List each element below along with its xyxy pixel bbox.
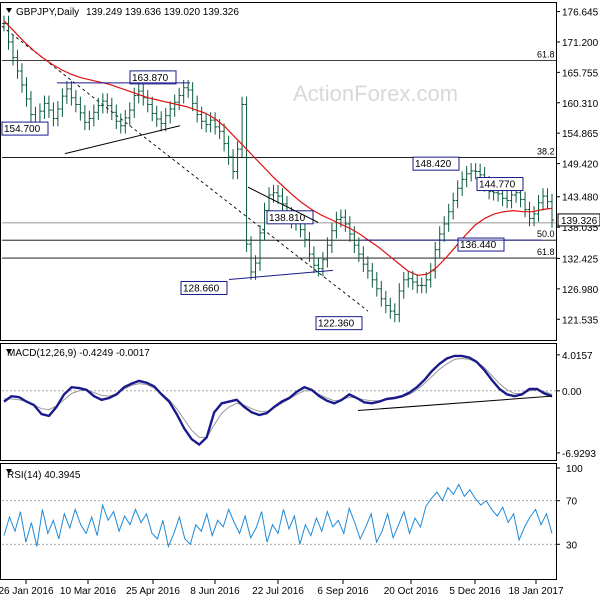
symbol-label: GBPJPY,Daily: [16, 7, 79, 18]
annotation-label: 163.870: [132, 73, 169, 84]
x-tick-label: 22 Jul 2016: [252, 586, 304, 597]
fib-label: 61.8: [537, 49, 555, 59]
y-tick-label: 160.310: [562, 99, 599, 110]
fib-label: 38.2: [537, 147, 555, 157]
rsi-plot: 100 70 30: [2, 464, 583, 551]
annotation-label: 138.810: [269, 213, 306, 224]
y-tick-label: 165.755: [562, 68, 599, 79]
annotation-box: [180, 280, 228, 295]
macd-y-tick-label: 4.0157: [562, 351, 593, 362]
y-tick-label: 138.035: [562, 223, 599, 234]
y-tick-label: 171.200: [562, 38, 599, 49]
annotation-box: [129, 70, 177, 85]
y-tick-label: 149.420: [562, 160, 599, 171]
macd-header: MACD(12,26,9) -0.4249 -0.0017: [6, 348, 150, 359]
triangle-upper: [247, 186, 319, 223]
price-plot: 61.8 38.2 50.0 61.8 163.870 154.700 148.420 144…: [0, 8, 600, 597]
macd-y-tick-label: 0.00: [562, 387, 582, 398]
x-tick-label: 6 Sep 2016: [317, 586, 369, 597]
y-tick-label: 154.865: [562, 129, 599, 140]
macd-arrow-icon: [6, 349, 12, 354]
rsi-y-tick-label: 30: [566, 540, 578, 551]
header-arrow-icon: [6, 8, 12, 13]
annotation-label: 122.360: [318, 319, 355, 330]
x-tick-label: 10 Mar 2016: [60, 586, 117, 597]
dashed-trendline: [1, 25, 369, 312]
fib-label: 50.0: [537, 229, 555, 239]
annotation-box: [476, 177, 524, 192]
price-bars: [2, 15, 554, 323]
macd-line: [3, 354, 553, 447]
current-price-label: 139.326: [561, 216, 598, 227]
current-price-box: [557, 213, 600, 227]
price-header: GBPJPY,Daily 139.249 139.636 139.020 139…: [6, 7, 239, 18]
annotation-label: 148.420: [415, 159, 452, 170]
y-tick-label: 132.425: [562, 254, 599, 265]
annotation-box: [457, 237, 505, 252]
macd-y-tick-label: -6.9293: [562, 449, 596, 460]
annotation-box: [1, 121, 49, 136]
price-panel-frame: [0, 2, 557, 341]
x-tick-label: 18 Jan 2017: [508, 586, 563, 597]
annotation-box: [412, 156, 460, 171]
rsi-header: RSI(14) 40.3945: [6, 469, 81, 481]
annotation-box: [315, 316, 363, 331]
fib-label: 61.8: [537, 247, 555, 257]
rsi-panel-frame: [0, 463, 557, 580]
rsi-y-tick-label: 70: [566, 497, 578, 508]
macd-title: MACD(12,26,9) -0.4249 -0.0017: [7, 348, 150, 359]
annotation-label: 128.660: [183, 283, 220, 294]
x-tick-label: 26 Jan 2016: [0, 586, 54, 597]
y-tick-label: 126.980: [562, 285, 599, 296]
annotation-label: 144.770: [479, 180, 516, 191]
rsi-title: RSI(14) 40.3945: [7, 470, 81, 481]
rsi-line: [3, 483, 553, 549]
x-tick-label: 20 Oct 2016: [384, 586, 439, 597]
triangle-lower: [228, 269, 334, 280]
x-tick-label: 25 Apr 2016: [126, 586, 180, 597]
x-tick-label: 5 Dec 2016: [449, 586, 501, 597]
rsi-y-tick-label: 100: [566, 464, 583, 475]
annotation-label: 154.700: [4, 124, 41, 135]
y-tick-label: 121.535: [562, 315, 599, 326]
rsi-arrow-icon: [6, 469, 12, 474]
y-tick-label: 143.480: [562, 193, 599, 204]
macd-trendline: [357, 395, 553, 412]
annotation-label: 136.440: [460, 240, 497, 251]
support-trendline: [64, 125, 181, 155]
watermark: ActionForex.com: [293, 81, 458, 106]
macd-panel-frame: [0, 343, 557, 461]
macd-plot: 4.0157 0.00 -6.9293: [2, 351, 596, 460]
ohlc-values: 139.249 139.636 139.020 139.326: [86, 7, 239, 18]
y-tick-label: 176.645: [562, 8, 599, 19]
x-tick-label: 8 Jun 2016: [190, 586, 240, 597]
